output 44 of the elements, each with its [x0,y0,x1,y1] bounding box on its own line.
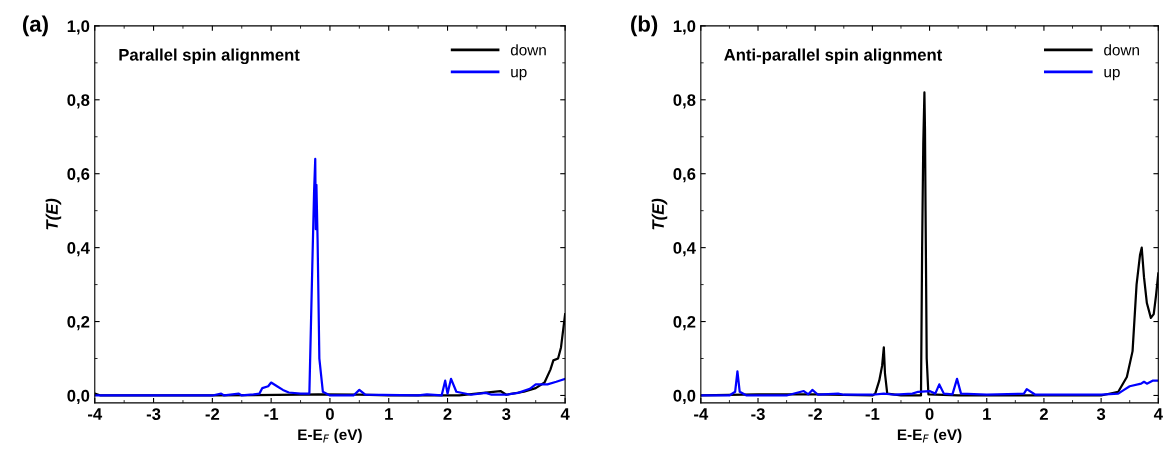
y-tick-label: 0,6 [67,168,90,183]
y-tick-label: 0,2 [673,315,696,331]
x-tick-label: 1 [983,408,991,420]
y-tick-label: 0,6 [673,168,696,183]
x-tick-label: 2 [1039,408,1048,420]
x-tick-label: 4 [1153,408,1163,420]
legend-label: up [511,68,527,81]
x-axis-title: E-E$_{F}$ (eV) [298,428,362,444]
legend-label: down [510,44,546,56]
x-tick-label: -2 [808,408,822,420]
x-tick-label: -1 [264,408,279,420]
x-tick-label: -4 [88,408,103,420]
y-axis-title: T(E) [45,198,62,230]
legend-label: down [1104,44,1139,56]
text: Anti-parallel spin alignment [724,48,943,65]
x-tick-label: 0 [925,408,934,420]
x-tick-label: 1 [385,408,393,420]
y-tick-label: 0,8 [673,94,696,109]
text: (a) [22,15,48,37]
line-series [700,370,1159,397]
y-tick-label: 0,2 [67,315,90,331]
y-axis-title: T(E) [651,198,668,230]
x-tick-label: 4 [560,408,570,420]
x-tick-label: 0 [325,408,334,420]
y-tick-label: 1,0 [673,20,696,35]
y-tick-label: 0,4 [67,242,90,257]
legend-label: up [1104,68,1120,81]
x-tick-label: -2 [205,408,220,420]
y-tick-label: 0,0 [67,389,90,405]
x-tick-label: -3 [751,408,765,420]
text: Parallel spin alignment [119,48,300,65]
y-tick-label: 1,0 [67,20,90,35]
y-tick-label: 0,0 [673,389,696,405]
x-tick-label: 3 [1096,408,1106,420]
x-tick-label: 2 [443,408,452,420]
text: (b) [631,15,658,37]
x-tick-label: -3 [146,408,161,420]
y-tick-label: 0,4 [673,242,696,257]
line-series [94,157,566,397]
y-tick-label: 0,8 [67,94,90,109]
x-axis-title: E-E$_{F}$ (eV) [897,428,962,444]
x-tick-label: -1 [865,408,880,420]
x-tick-label: 3 [502,408,511,420]
x-tick-label: -4 [694,408,709,420]
